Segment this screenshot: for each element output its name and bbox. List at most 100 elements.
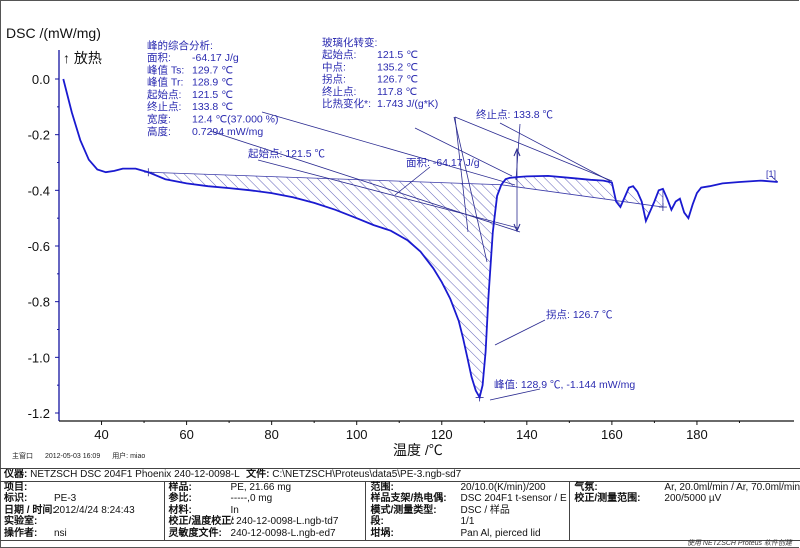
annotation-label: 起始点: (322, 48, 356, 61)
annotation-value: 117.8 ℃ (377, 86, 417, 98)
annotation-value: 133.8 ℃ (192, 101, 233, 113)
annotation-value: 135.2 ℃ (377, 61, 418, 73)
annotation-value: 128.9 ℃ (192, 77, 233, 89)
y-tick-label: -0.2 (28, 128, 50, 143)
info-label: 操作者: (4, 527, 38, 539)
peak-analysis-block: 峰的综合分析: 面积: -64.17 J/g 峰值 Ts: 129.7 ℃ 峰值 Tr:… (147, 39, 279, 138)
arrow-head (513, 147, 521, 157)
x-axis-label: 温度 /℃ (393, 442, 443, 458)
info-label: 段: (370, 516, 384, 528)
annotation-label: 峰值 Ts: (147, 63, 184, 76)
info-row: 校正/测量范围: 200/5000 µV (574, 493, 800, 504)
y-tick-label: -0.4 (28, 183, 50, 198)
series-label: [1] (766, 169, 776, 179)
leader-line (494, 319, 546, 346)
annotation-value: -64.17 J/g (192, 52, 239, 64)
leader-line (489, 388, 541, 401)
info-label: 模式/测量类型: (370, 504, 437, 516)
y-axis-label: DSC /(mW/mg) (6, 25, 101, 41)
leader-line (454, 116, 613, 182)
file-label: 文件: (246, 469, 270, 480)
annotation-label: 比热变化*: (322, 97, 371, 110)
onset-label: 起始点: 121.5 ℃ (248, 147, 326, 160)
info-value: DSC / 样品 (460, 504, 510, 516)
status-datetime: 2012-05-03 16:09 (44, 453, 101, 460)
x-tick-label: 40 (94, 427, 108, 442)
annotation-label: 面积: (147, 52, 171, 64)
area-label: 面积: -64.17 J/g (406, 157, 480, 169)
info-value: PE-3 (54, 493, 77, 505)
annotation-label: 峰值 Tr: (147, 76, 183, 89)
leader-line (394, 166, 431, 196)
info-row: 样品: PE, 21.66 mg (169, 482, 366, 493)
info-label: 气氛: (574, 482, 598, 493)
annotation-value: 121.5 ℃ (192, 89, 233, 101)
info-row: 实验室: (4, 516, 164, 527)
info-row: 段: 1/1 (370, 516, 569, 527)
info-column-1: 项目: 标识: PE-3 日期 / 时间: 2012/4/24 8:24:43 实验室: 操… (0, 482, 165, 540)
leader-line (261, 111, 516, 186)
info-label: 范围: (370, 482, 394, 493)
annotation-value: 1.743 J/(g*K) (377, 98, 438, 110)
info-label: 参比: (168, 493, 192, 505)
end-label: 终止点: 133.8 ℃ (476, 108, 554, 121)
leader-line (453, 116, 488, 263)
x-tick-label: 80 (264, 427, 278, 442)
info-label: 标识: (4, 493, 28, 505)
info-label: 样品支架/热电偶: (370, 493, 447, 505)
dsc-chart: DSC /(mW/mg) ↑ 放热 温度 /℃ 0.0 -0.2 -0.4 -0.6 -… (6, 25, 794, 458)
arrow-head (513, 223, 521, 233)
annotation-label: 宽度: (147, 113, 171, 126)
x-tick-label: 120 (431, 427, 453, 442)
annotation-value: 0.7294 mW/mg (192, 126, 263, 138)
dsc-curve (62, 78, 778, 400)
annotation-value: 129.7 ℃ (192, 64, 233, 76)
annotation-label: 中点: (322, 60, 346, 73)
info-label: 坩埚: (370, 527, 394, 539)
inflection-label: 拐点: 126.7 ℃ (546, 308, 613, 321)
info-row: 校正/温度校正:/ 240-12-0098-L.ngb-td7 (169, 516, 366, 527)
info-column-3: 范围: 20/10.0(K/min)/200 样品支架/热电偶: DSC 204F1 … (366, 482, 571, 540)
peak-label: 峰值: 128.9 ℃, -1.144 mW/mg (494, 378, 635, 391)
instrument-value: NETZSCH DSC 204F1 Phoenix 240-12-0098-L (30, 469, 240, 480)
x-tick-label: 100 (346, 427, 368, 442)
info-column-2: 样品: PE, 21.66 mg 参比: -----,0 mg 材料: In 校正/温度校正… (165, 482, 367, 540)
status-line: 主窗口 2012-05-03 16:09 用户: miao (12, 451, 155, 461)
y-tick-label: -1.2 (28, 406, 50, 421)
file-value: C:\NETZSCH\Proteus\data5\PE-3.ngb-sd7 (272, 469, 462, 480)
info-value: 1/1 (460, 516, 475, 528)
x-tick-label: 160 (601, 427, 623, 442)
annotation-label: 起始点: (147, 88, 181, 101)
info-value: Pan Al, pierced lid (460, 527, 541, 539)
info-row: 标识: PE-3 (4, 493, 164, 504)
glass-transition-header: 玻璃化转变: (322, 36, 377, 49)
x-tick-label: 60 (179, 427, 193, 442)
info-row: 范围: 20/10.0(K/min)/200 (370, 482, 569, 493)
instrument-label: 仪器: (4, 469, 28, 480)
x-tick-label: 180 (686, 427, 708, 442)
info-row: 气氛: Ar, 20.0ml/min / Ar, 70.0ml/min (574, 482, 800, 493)
peak-analysis-header: 峰的综合分析: (147, 39, 213, 52)
info-row: 项目: (4, 482, 164, 493)
annotation-value: 121.5 ℃ (377, 49, 418, 61)
info-value: DSC 204F1 t-sensor / E (460, 493, 567, 505)
info-value: 2012/4/24 8:24:43 (54, 504, 135, 516)
instrument-row: 仪器: NETZSCH DSC 204F1 Phoenix 240-12-009… (0, 468, 800, 482)
info-label: 实验室: (4, 516, 38, 528)
y-tick-label: -0.6 (28, 239, 50, 254)
info-table: 仪器: NETZSCH DSC 204F1 Phoenix 240-12-009… (0, 468, 800, 541)
info-column-4: 气氛: Ar, 20.0ml/min / Ar, 70.0ml/min 校正/测量范… (570, 482, 800, 540)
leader-line (414, 127, 513, 177)
annotation-value: 126.7 ℃ (377, 74, 418, 86)
y-tick-label: -1.0 (28, 350, 50, 365)
info-row: 样品支架/热电偶: DSC 204F1 t-sensor / E (370, 493, 569, 504)
info-row: 模式/测量类型: DSC / 样品 (370, 505, 569, 516)
info-row: 灵敏度文件: 240-12-0098-L.ngb-ed7 (169, 528, 366, 539)
annotation-label: 拐点: (322, 73, 346, 86)
transition-area-hatch (500, 175, 664, 223)
info-row: 参比: -----,0 mg (169, 493, 366, 504)
info-value: In (230, 504, 239, 516)
footer-note: 使用 NETZSCH Proteus 软件创建 (686, 540, 792, 547)
info-label: 项目: (4, 482, 28, 493)
info-row: 材料: In (169, 505, 366, 516)
